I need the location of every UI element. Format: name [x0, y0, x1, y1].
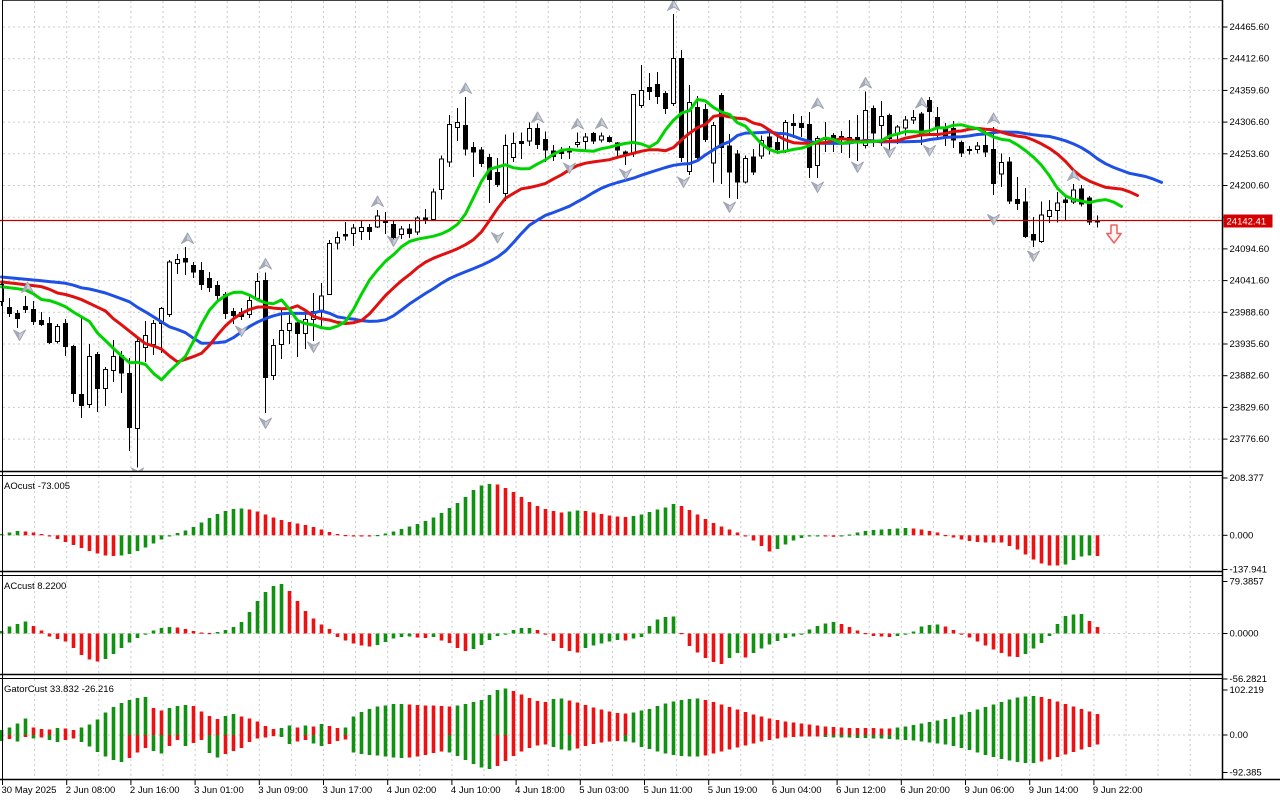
svg-text:GatorCust 33.832 -26.216: GatorCust 33.832 -26.216 — [4, 684, 114, 695]
svg-text:2 Jun 16:00: 2 Jun 16:00 — [130, 785, 180, 796]
svg-text:5 Jun 19:00: 5 Jun 19:00 — [708, 785, 758, 796]
svg-text:5 Jun 03:00: 5 Jun 03:00 — [579, 785, 629, 796]
svg-text:3 Jun 01:00: 3 Jun 01:00 — [194, 785, 244, 796]
svg-text:30 May 2025: 30 May 2025 — [2, 785, 57, 796]
svg-text:6 Jun 12:00: 6 Jun 12:00 — [836, 785, 886, 796]
svg-text:24041.60: 24041.60 — [1230, 276, 1270, 287]
svg-text:5 Jun 11:00: 5 Jun 11:00 — [644, 785, 693, 796]
svg-text:6 Jun 04:00: 6 Jun 04:00 — [772, 785, 822, 796]
svg-text:4 Jun 02:00: 4 Jun 02:00 — [387, 785, 437, 796]
svg-text:-137.941: -137.941 — [1230, 565, 1268, 576]
svg-text:3 Jun 09:00: 3 Jun 09:00 — [258, 785, 308, 796]
svg-text:23882.60: 23882.60 — [1230, 371, 1270, 382]
svg-text:24412.60: 24412.60 — [1230, 54, 1270, 65]
svg-text:24253.60: 24253.60 — [1230, 149, 1270, 160]
svg-text:-56.2821: -56.2821 — [1230, 674, 1268, 685]
svg-text:2 Jun 08:00: 2 Jun 08:00 — [66, 785, 116, 796]
svg-text:24142.41: 24142.41 — [1227, 217, 1267, 228]
svg-text:4 Jun 10:00: 4 Jun 10:00 — [451, 785, 501, 796]
svg-text:79.3857: 79.3857 — [1230, 577, 1264, 588]
svg-text:9 Jun 14:00: 9 Jun 14:00 — [1029, 785, 1079, 796]
svg-text:23776.60: 23776.60 — [1230, 434, 1270, 445]
svg-text:0.000: 0.000 — [1230, 530, 1254, 541]
svg-text:4 Jun 18:00: 4 Jun 18:00 — [515, 785, 565, 796]
svg-text:24200.60: 24200.60 — [1230, 181, 1270, 192]
svg-text:AOcust -73.005: AOcust -73.005 — [4, 481, 70, 492]
svg-text:23988.60: 23988.60 — [1230, 307, 1270, 318]
svg-text:6 Jun 20:00: 6 Jun 20:00 — [900, 785, 950, 796]
svg-text:0.0000: 0.0000 — [1230, 629, 1259, 640]
svg-text:ACcust 8.2200: ACcust 8.2200 — [4, 581, 66, 592]
svg-text:9 Jun 22:00: 9 Jun 22:00 — [1093, 785, 1143, 796]
svg-text:24094.60: 24094.60 — [1230, 244, 1270, 255]
svg-text:23829.60: 23829.60 — [1230, 402, 1270, 413]
svg-text:24359.60: 24359.60 — [1230, 85, 1270, 96]
svg-text:23935.60: 23935.60 — [1230, 339, 1270, 350]
svg-text:0.00: 0.00 — [1230, 730, 1249, 741]
svg-text:-92.385: -92.385 — [1230, 768, 1262, 779]
svg-text:3 Jun 17:00: 3 Jun 17:00 — [323, 785, 373, 796]
svg-text:24465.60: 24465.60 — [1230, 22, 1270, 33]
svg-text:24306.60: 24306.60 — [1230, 117, 1270, 128]
svg-text:9 Jun 06:00: 9 Jun 06:00 — [965, 785, 1015, 796]
svg-text:102.219: 102.219 — [1230, 685, 1264, 696]
svg-text:208.377: 208.377 — [1230, 473, 1264, 484]
